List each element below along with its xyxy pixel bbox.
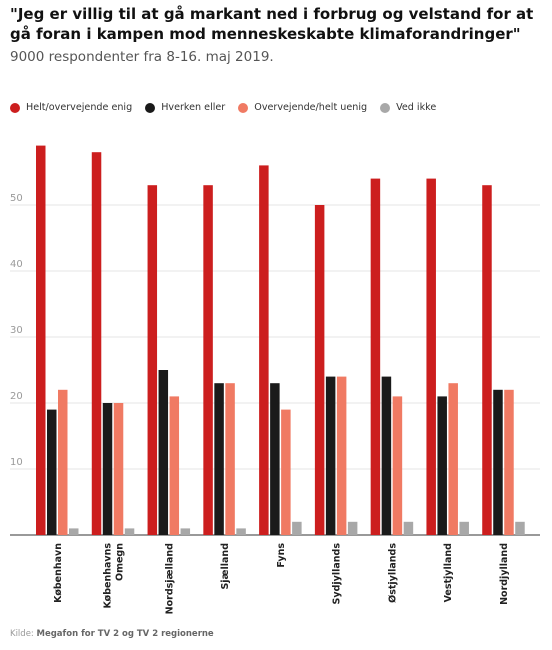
bar bbox=[281, 409, 291, 535]
bar bbox=[403, 521, 414, 535]
bar bbox=[158, 370, 169, 535]
y-tick-label: 10 bbox=[10, 457, 23, 468]
source-text: Megafon for TV 2 og TV 2 regionerne bbox=[36, 629, 214, 639]
bar bbox=[459, 521, 469, 535]
x-tick-label-line: Vestjylland bbox=[443, 543, 454, 602]
legend-item: Ved ikke bbox=[380, 102, 436, 113]
x-tick-label-line: Sjælland bbox=[220, 543, 231, 590]
legend-label: Overvejende/helt uenig bbox=[254, 102, 368, 113]
bar bbox=[336, 376, 347, 535]
bar bbox=[47, 409, 57, 535]
bar bbox=[91, 152, 102, 535]
chart-title: "Jeg er villig til at gå markant ned i f… bbox=[10, 5, 534, 43]
bar bbox=[515, 521, 525, 535]
y-tick-label: 50 bbox=[10, 193, 23, 204]
bar bbox=[124, 528, 135, 535]
x-tick-label-line: Københavns bbox=[103, 543, 114, 609]
y-tick-label: 20 bbox=[10, 391, 23, 402]
legend-swatch bbox=[10, 102, 20, 113]
bar bbox=[292, 521, 302, 535]
source-prefix: Kilde: bbox=[10, 629, 37, 639]
x-tick-label: Sjælland bbox=[220, 543, 231, 590]
x-tick-label: Østjyllands bbox=[387, 543, 398, 603]
x-tick-label-line: Sydjyllands bbox=[332, 543, 343, 605]
legend-item: Overvejende/helt uenig bbox=[238, 102, 367, 113]
bar bbox=[102, 403, 113, 535]
bar bbox=[370, 178, 381, 535]
bar bbox=[58, 389, 68, 535]
bar bbox=[236, 528, 246, 535]
x-tick-label: Fyns bbox=[276, 543, 287, 568]
bar bbox=[259, 165, 269, 535]
x-tick-label: KøbenhavnsOmegn bbox=[103, 543, 126, 609]
bar bbox=[36, 145, 46, 535]
x-tick-label-line: Nordjylland bbox=[499, 543, 510, 605]
legend-item: Hverken eller bbox=[145, 102, 225, 113]
x-tick-label-line: Østjyllands bbox=[387, 543, 398, 603]
bar bbox=[147, 185, 158, 535]
bar bbox=[180, 528, 191, 535]
bar bbox=[482, 185, 492, 535]
bar bbox=[381, 376, 392, 535]
legend-label: Hverken eller bbox=[161, 102, 226, 113]
bar bbox=[347, 521, 358, 535]
x-tick-label: København bbox=[53, 543, 64, 603]
source-note: Kilde: Megafon for TV 2 og TV 2 regioner… bbox=[10, 629, 214, 639]
x-tick-label-line: Fyns bbox=[276, 543, 287, 568]
bar bbox=[504, 389, 514, 535]
bar bbox=[225, 383, 235, 535]
legend-label: Helt/overvejende enig bbox=[26, 102, 133, 113]
bar bbox=[113, 403, 124, 535]
x-tick-label: Vestjylland bbox=[443, 543, 454, 602]
legend-swatch bbox=[145, 102, 156, 113]
bar bbox=[437, 396, 447, 535]
x-tick-label: Nordsjælland bbox=[164, 543, 175, 614]
x-tick-label-line: København bbox=[53, 543, 64, 603]
bar bbox=[392, 396, 403, 535]
x-tick-label-line: Omegn bbox=[115, 543, 126, 581]
bar bbox=[314, 205, 325, 535]
x-tick-label: Nordjylland bbox=[499, 543, 510, 605]
y-tick-label: 30 bbox=[10, 325, 23, 336]
bar bbox=[426, 178, 436, 535]
legend-swatch bbox=[238, 102, 249, 113]
bar bbox=[169, 396, 180, 535]
bar bbox=[214, 383, 224, 535]
legend-label: Ved ikke bbox=[396, 102, 437, 113]
bar bbox=[493, 389, 503, 535]
legend-item: Helt/overvejende enig bbox=[10, 102, 132, 113]
legend-swatch bbox=[380, 102, 391, 113]
bar bbox=[203, 185, 213, 535]
chart-legend: Helt/overvejende enig Hverken eller Over… bbox=[10, 102, 449, 113]
chart-subtitle: 9000 respondenter fra 8-16. maj 2019. bbox=[10, 49, 274, 65]
x-tick-label-line: Nordsjælland bbox=[164, 543, 175, 614]
y-tick-label: 40 bbox=[10, 259, 23, 270]
bar bbox=[325, 376, 336, 535]
x-tick-label: Sydjyllands bbox=[332, 543, 343, 605]
bar bbox=[270, 383, 280, 535]
bar bbox=[448, 383, 458, 535]
bar bbox=[69, 528, 79, 535]
